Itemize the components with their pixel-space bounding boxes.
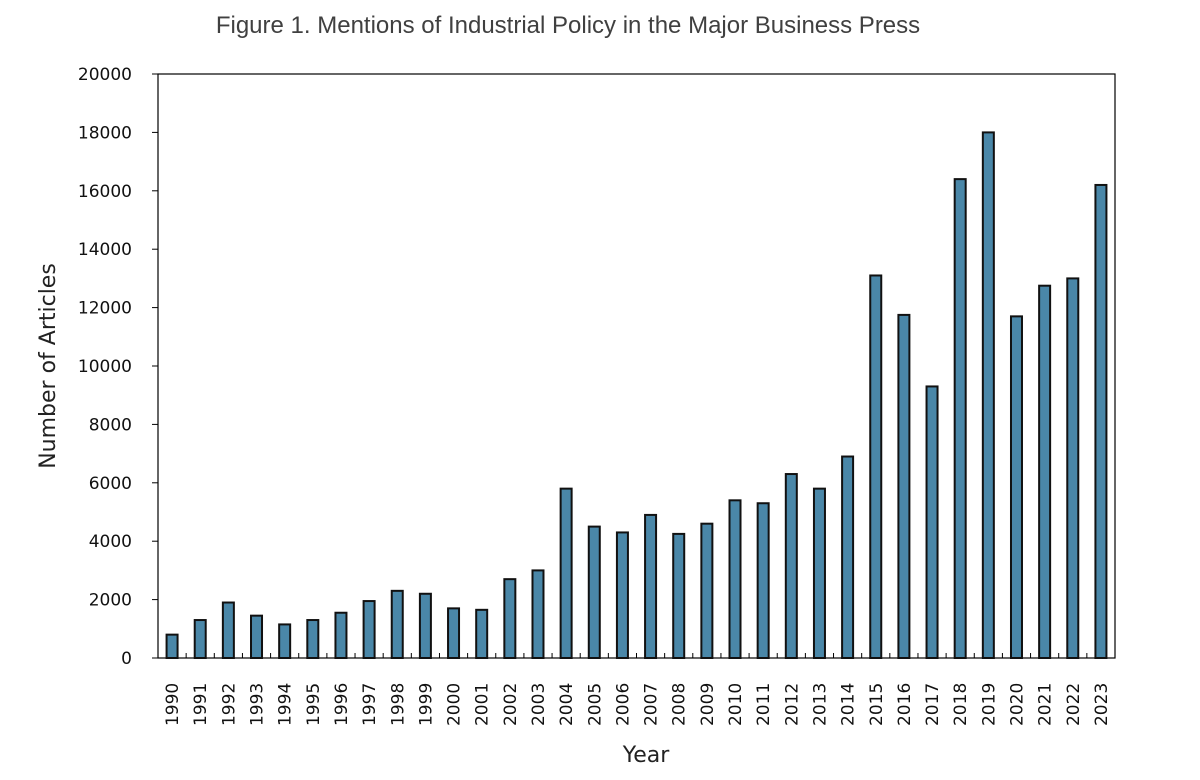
y-tick-label: 12000 bbox=[78, 299, 132, 319]
bar-2019 bbox=[981, 131, 995, 659]
y-tick-label: 10000 bbox=[78, 357, 132, 377]
x-tick-label-2000: 2000 bbox=[445, 683, 465, 726]
x-tick-label-2004: 2004 bbox=[557, 683, 577, 726]
x-tick-label-1995: 1995 bbox=[304, 683, 324, 726]
x-tick-label-2020: 2020 bbox=[1007, 683, 1027, 726]
bar-2013 bbox=[812, 487, 826, 660]
x-tick-label-2022: 2022 bbox=[1064, 683, 1084, 726]
y-tick-label: 16000 bbox=[78, 182, 132, 202]
bar-2020 bbox=[1009, 315, 1023, 659]
x-tick-label-2003: 2003 bbox=[529, 683, 549, 726]
bar-2009 bbox=[700, 522, 714, 659]
bar-1992 bbox=[221, 601, 235, 660]
y-tick-label: 20000 bbox=[78, 65, 132, 85]
x-tick-label-2015: 2015 bbox=[867, 683, 887, 726]
x-tick-label-2005: 2005 bbox=[585, 683, 605, 726]
bar-1998 bbox=[390, 589, 404, 660]
bar-2010 bbox=[728, 499, 742, 659]
x-tick-label-2016: 2016 bbox=[895, 683, 915, 726]
chart-title: Figure 1. Mentions of Industrial Policy … bbox=[216, 12, 920, 39]
bar-2011 bbox=[756, 502, 770, 659]
x-tick-label-2023: 2023 bbox=[1092, 683, 1112, 726]
x-tick-label-2019: 2019 bbox=[979, 683, 999, 726]
x-tick-label-2021: 2021 bbox=[1036, 683, 1056, 726]
x-tick-label-1998: 1998 bbox=[388, 683, 408, 726]
bar-2012 bbox=[784, 473, 798, 660]
bar-1994 bbox=[278, 623, 292, 659]
x-tick-label-1993: 1993 bbox=[248, 683, 268, 726]
bar-2000 bbox=[447, 607, 461, 659]
bar-1997 bbox=[362, 600, 376, 659]
x-tick-label-2013: 2013 bbox=[810, 683, 830, 726]
bar-1995 bbox=[306, 619, 320, 659]
x-tick-label-1990: 1990 bbox=[163, 683, 183, 726]
bar-2002 bbox=[503, 578, 517, 659]
bar-2016 bbox=[897, 313, 911, 659]
bar-2004 bbox=[559, 487, 573, 660]
y-axis: 0 2000 4000 6000 8000 10000 12000 14000 16000 180… bbox=[78, 65, 158, 669]
y-axis-title: Number of Articles bbox=[36, 263, 61, 469]
bar-1991 bbox=[193, 619, 207, 659]
y-tick-label: 6000 bbox=[89, 474, 132, 494]
x-tick-label-2009: 2009 bbox=[698, 683, 718, 726]
bar-series bbox=[165, 131, 1108, 660]
x-tick-label-2002: 2002 bbox=[501, 683, 521, 726]
x-tick-label-2011: 2011 bbox=[754, 683, 774, 726]
x-tick-label-2008: 2008 bbox=[670, 683, 690, 726]
x-tick-label-1991: 1991 bbox=[191, 683, 211, 726]
x-tick-label-2014: 2014 bbox=[839, 683, 859, 726]
x-axis-title: Year bbox=[622, 743, 671, 768]
x-axis: 1990 1991 1992 1993 1994 1995 1996 1997 1998 1999… bbox=[163, 653, 1116, 726]
x-tick-label-2001: 2001 bbox=[473, 683, 493, 726]
x-tick-label-1996: 1996 bbox=[332, 683, 352, 726]
bar-1993 bbox=[250, 614, 264, 659]
bar-2022 bbox=[1066, 277, 1080, 659]
bar-2001 bbox=[475, 608, 489, 660]
bar-2018 bbox=[953, 178, 967, 659]
y-tick-label: 4000 bbox=[89, 532, 132, 552]
bar-2006 bbox=[615, 531, 629, 659]
bar-2021 bbox=[1038, 284, 1052, 659]
bar-2005 bbox=[587, 525, 601, 659]
y-tick-label: 14000 bbox=[78, 240, 132, 260]
bar-2015 bbox=[869, 274, 883, 659]
x-tick-label-2012: 2012 bbox=[782, 683, 802, 726]
bar-2003 bbox=[531, 569, 545, 660]
x-tick-label-2006: 2006 bbox=[613, 683, 633, 726]
x-tick-label-2010: 2010 bbox=[726, 683, 746, 726]
x-tick-label-2018: 2018 bbox=[951, 683, 971, 726]
x-tick-label-1997: 1997 bbox=[360, 683, 380, 726]
bar-2023 bbox=[1094, 183, 1108, 660]
x-tick-label-2017: 2017 bbox=[923, 683, 943, 726]
x-tick-label-1992: 1992 bbox=[219, 683, 239, 726]
bar-2007 bbox=[644, 513, 658, 659]
plot-frame bbox=[157, 73, 1116, 659]
bar-2017 bbox=[925, 385, 939, 659]
y-tick-label: 18000 bbox=[78, 123, 132, 143]
bar-1999 bbox=[418, 592, 432, 660]
y-tick-label: 8000 bbox=[89, 415, 132, 435]
x-tick-label-1999: 1999 bbox=[416, 683, 436, 726]
bar-1990 bbox=[165, 633, 179, 660]
bar-2008 bbox=[672, 532, 686, 660]
x-tick-label-2007: 2007 bbox=[642, 683, 662, 726]
bar-2014 bbox=[841, 455, 855, 659]
bar-1996 bbox=[334, 611, 348, 659]
y-tick-label: 0 bbox=[121, 649, 132, 669]
y-tick-label: 2000 bbox=[89, 591, 132, 611]
x-tick-label-1994: 1994 bbox=[276, 683, 296, 726]
